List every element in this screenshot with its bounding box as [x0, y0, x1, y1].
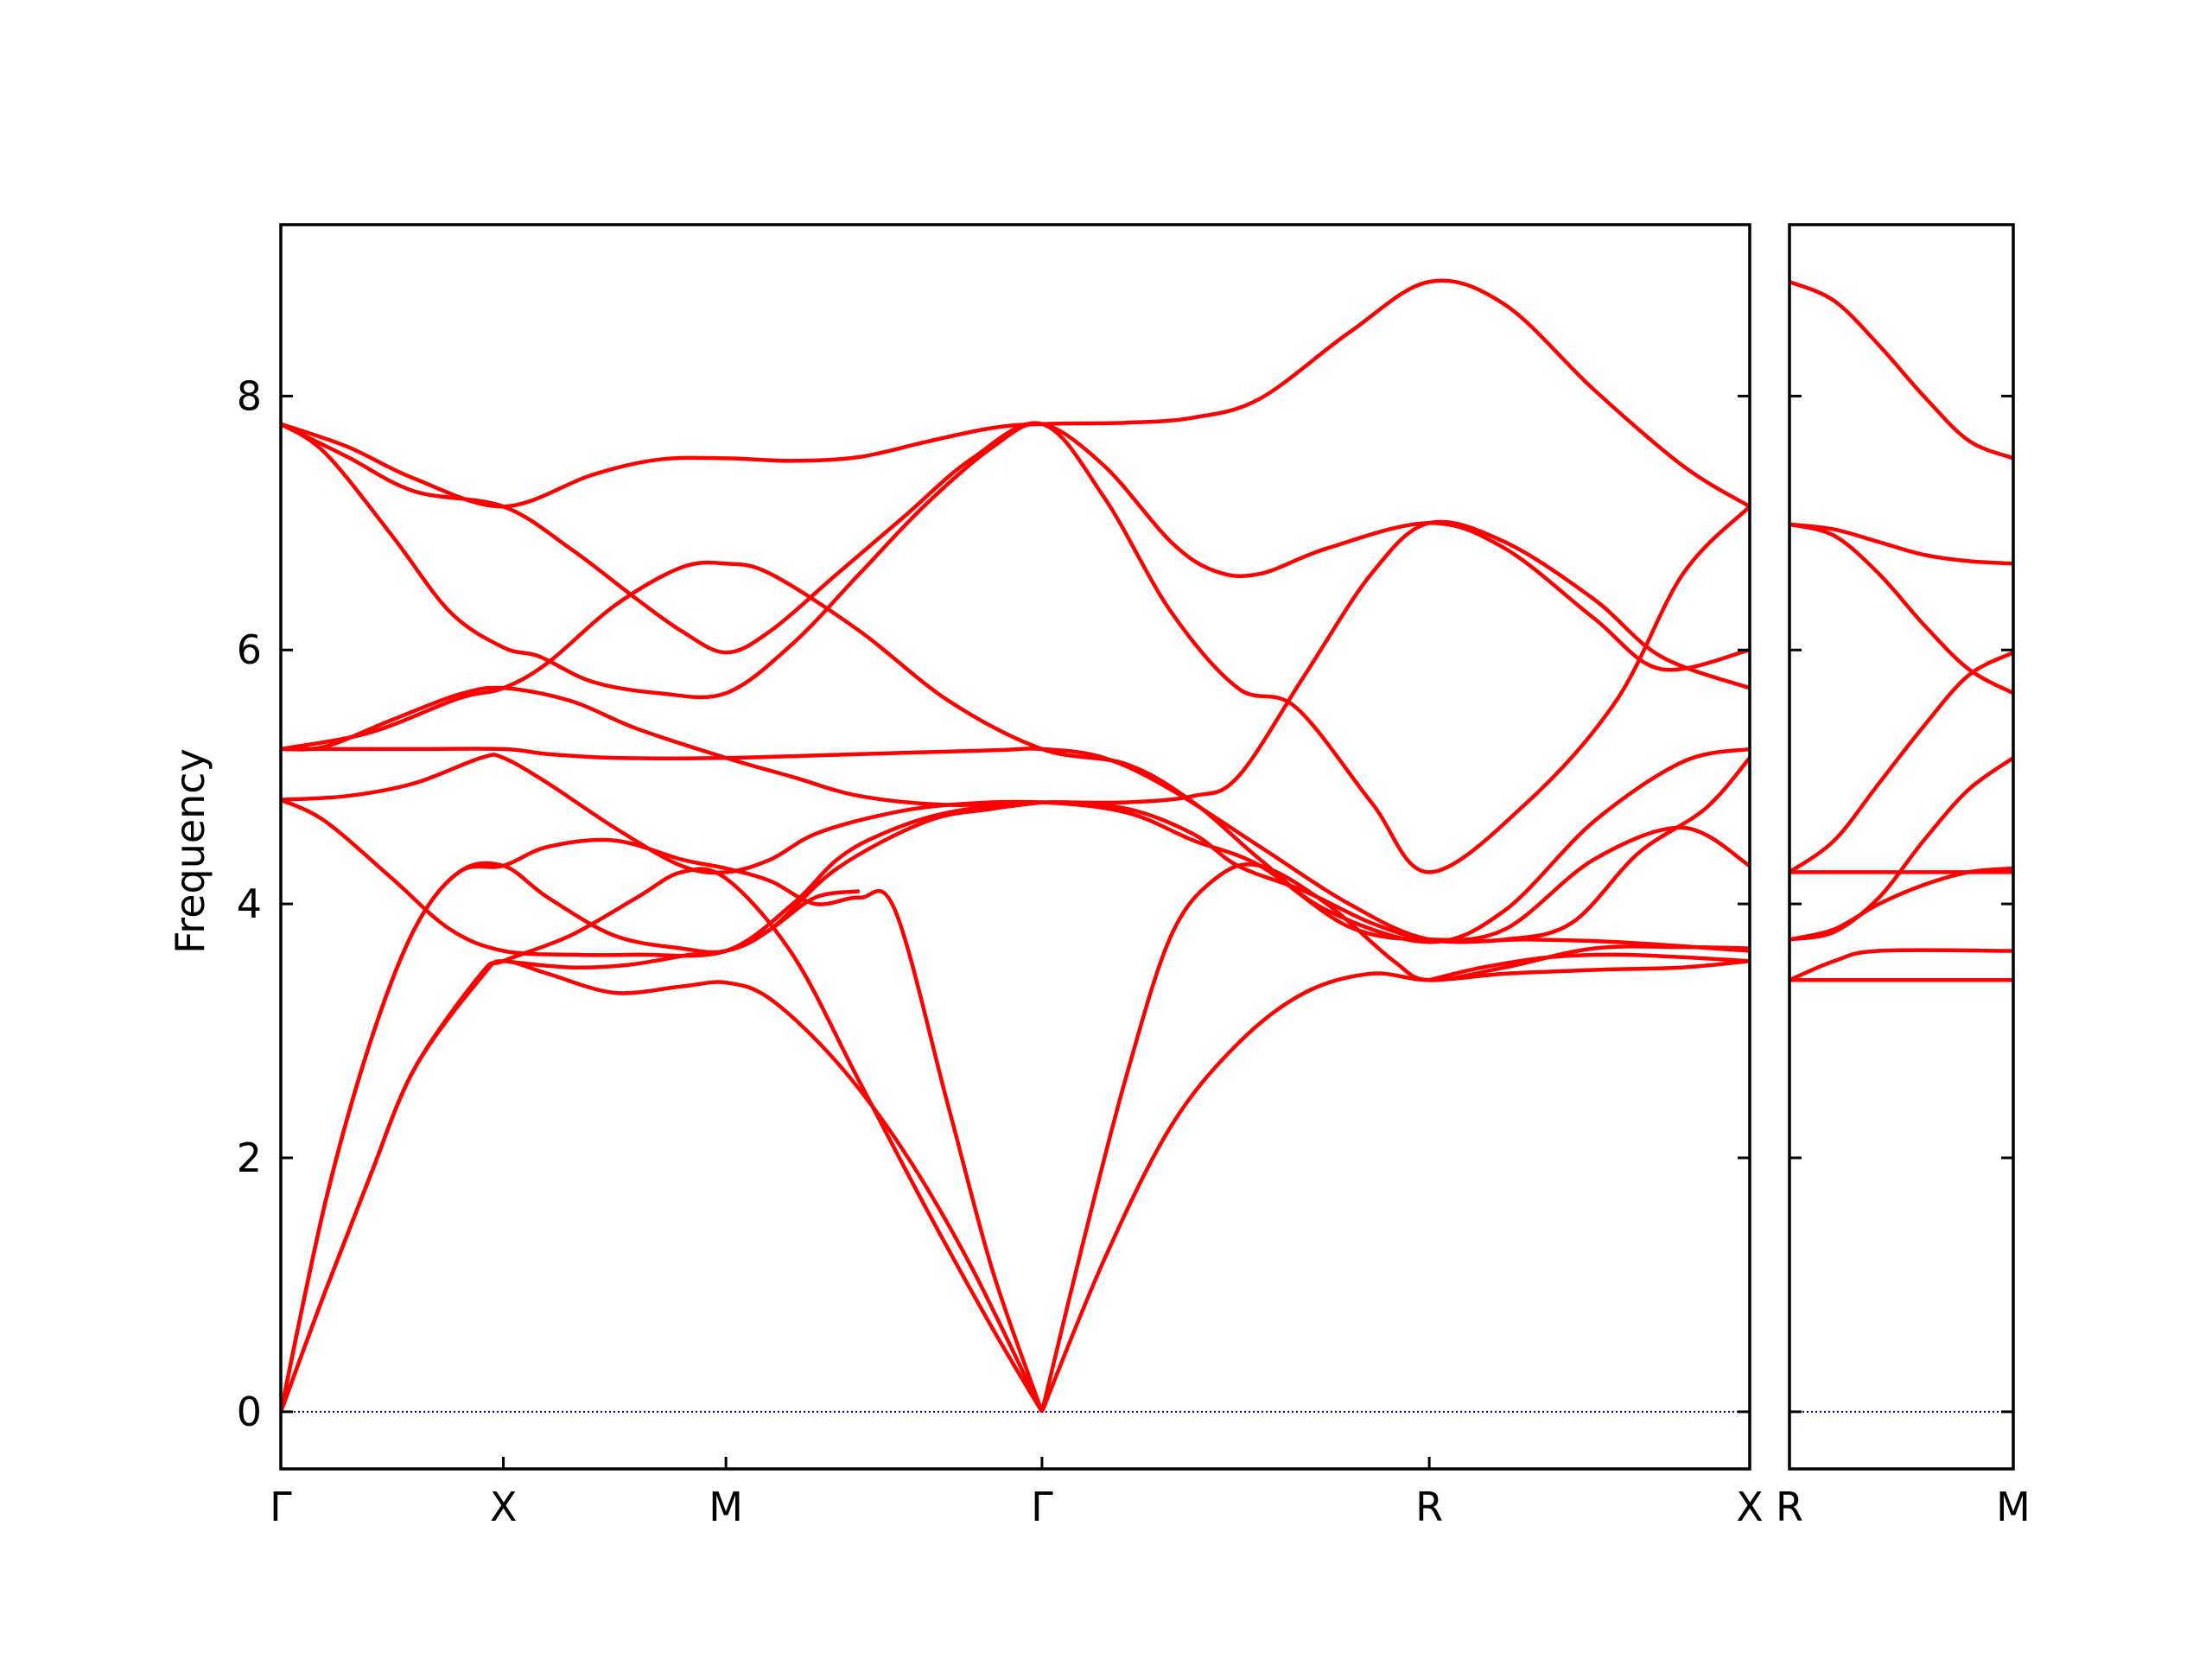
y-tick-label: 0 — [237, 1389, 262, 1435]
main-band-11 — [281, 867, 1044, 1414]
main-band-1 — [281, 278, 1750, 509]
side-band-3 — [1789, 522, 2013, 696]
x-tick-label-main-2: M — [709, 1484, 743, 1530]
side-frame — [1788, 223, 2015, 1471]
x-tick-label-main-0: Γ — [270, 1484, 292, 1530]
x-tick-label-main-1: X — [490, 1484, 518, 1530]
x-tick-label-side-1: M — [1996, 1484, 2031, 1530]
main-band-9 — [281, 837, 1045, 1413]
y-axis-label: Frequency — [167, 748, 213, 954]
side-band-2 — [1789, 522, 2013, 566]
side-band-6 — [1789, 866, 2013, 942]
main-band-16 — [503, 889, 861, 970]
x-tick-label-side-0: R — [1776, 1484, 1803, 1530]
side-band-1 — [1789, 280, 2013, 461]
main-band-2 — [281, 421, 1750, 700]
y-tick-label: 6 — [237, 626, 262, 673]
main-band-8 — [281, 756, 1750, 958]
side-band-4 — [1789, 651, 2013, 874]
main-band-12 — [281, 800, 1043, 1413]
x-tick-label-main-4: R — [1415, 1484, 1443, 1530]
main-band-13 — [1039, 862, 1750, 1413]
side-band-5 — [1789, 756, 2013, 942]
main-band-14 — [1039, 958, 1750, 1413]
x-tick-label-main-3: Γ — [1031, 1484, 1053, 1530]
main-band-15 — [1428, 952, 1750, 982]
main-band-4 — [281, 747, 1750, 953]
y-tick-label: 8 — [237, 372, 262, 419]
main-frame — [279, 223, 1751, 1471]
side-band-8 — [1789, 948, 2013, 982]
main-panel: 0 2 4 6 8 Γ X M Γ R X — [237, 223, 1764, 1530]
x-tick-label-main-5: X — [1736, 1484, 1764, 1530]
main-band-6 — [281, 560, 1750, 944]
y-tick-label: 2 — [237, 1135, 262, 1181]
y-tick-label: 4 — [237, 880, 262, 927]
main-band-7 — [281, 753, 1750, 943]
main-band-3 — [281, 421, 1750, 874]
